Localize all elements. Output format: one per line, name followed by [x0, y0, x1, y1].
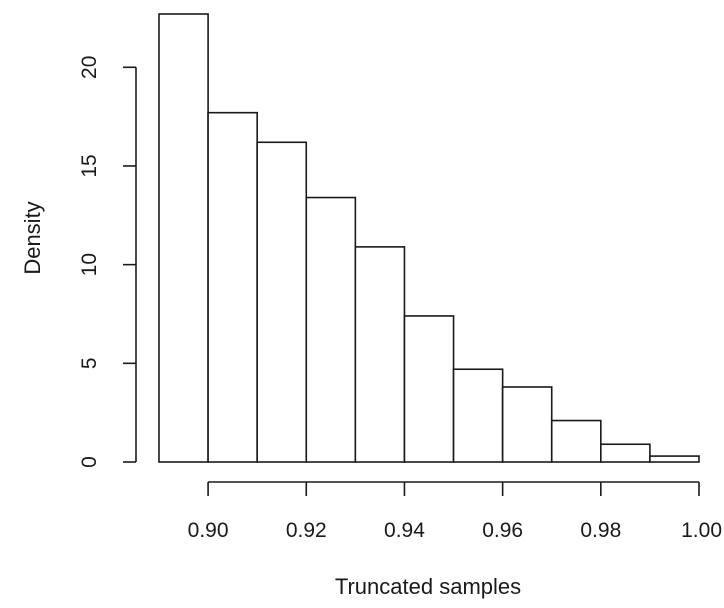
histogram-bar [158, 13, 209, 463]
histogram-bar [256, 141, 308, 463]
x-tick-label: 0.90 [188, 519, 229, 542]
x-axis-label: Truncated samples [335, 574, 521, 599]
y-tick-label: 10 [78, 253, 101, 276]
histogram-bar [403, 315, 455, 463]
x-tick-label: 0.94 [384, 519, 425, 542]
histogram-bar [550, 419, 602, 463]
histogram-bar [600, 443, 651, 463]
x-tick-label: 0.92 [286, 519, 327, 542]
histogram-bar [649, 455, 700, 463]
y-tick-label: 20 [78, 56, 101, 79]
y-axis-label: Density [20, 201, 45, 274]
y-tick-label: 5 [78, 357, 101, 369]
x-tick-label: 0.98 [580, 519, 621, 542]
histogram-bar [501, 386, 553, 463]
histogram-bar [452, 368, 504, 463]
y-axis: 0 5 10 15 20 [78, 56, 137, 468]
histogram-bars [158, 13, 700, 463]
y-tick-label: 15 [78, 154, 101, 177]
x-tick-label: 0.96 [482, 519, 523, 542]
x-tick-label: 1.00 [681, 519, 722, 542]
histogram-bar [305, 196, 357, 463]
y-tick-label: 0 [78, 456, 101, 468]
x-axis: 0.90 0.92 0.94 0.96 0.98 1.00 [188, 481, 722, 542]
histogram-bar [354, 246, 406, 463]
histogram-bar [207, 111, 258, 463]
